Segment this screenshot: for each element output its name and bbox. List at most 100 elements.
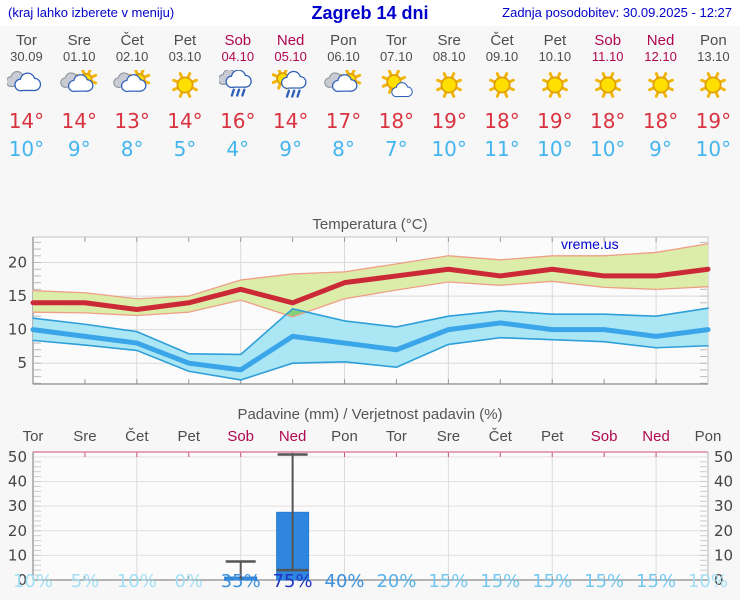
day-low-temp: 11°	[484, 137, 520, 161]
svg-text:50: 50	[8, 448, 27, 466]
day-high-temp: 19°	[431, 109, 467, 133]
svg-text:0: 0	[714, 571, 724, 589]
day-high-temp: 14°	[167, 109, 203, 133]
partly-cloudy-icon	[106, 68, 159, 106]
precip-probability: 15%	[532, 571, 573, 592]
precip-probability: 5%	[70, 571, 100, 592]
day-date: 05.10	[274, 49, 307, 64]
precip-probability: 15%	[480, 571, 521, 592]
day-column-čet-09.10[interactable]: Čet 09.10 18° 11°	[476, 30, 529, 178]
day-name: Sob	[594, 32, 622, 49]
day-date: 08.10	[432, 49, 466, 64]
day-high-temp: 18°	[642, 109, 679, 133]
day-low-temp: 7°	[384, 137, 408, 161]
svg-text:0: 0	[17, 571, 27, 589]
day-date: 01.10	[62, 49, 96, 64]
svg-text:10: 10	[8, 321, 27, 339]
svg-text:10: 10	[714, 546, 733, 564]
sunny-icon	[476, 70, 529, 106]
day-column-sob-04.10[interactable]: Sob 04.10 16° 4°	[211, 30, 264, 178]
day-name: Tor	[16, 32, 37, 49]
sun-rain-icon	[264, 67, 317, 106]
precip-day-label: Čet	[125, 428, 149, 445]
day-column-pet-10.10[interactable]: Pet 10.10 19° 10°	[528, 30, 581, 178]
day-low-temp: 8°	[120, 137, 144, 161]
day-low-temp: 10°	[589, 137, 626, 161]
day-name: Čet	[490, 32, 514, 49]
day-column-tor-07.10[interactable]: Tor 07.10 18° 7°	[370, 30, 423, 178]
day-low-temp: 9°	[649, 137, 672, 161]
day-high-temp: 14°	[272, 109, 309, 133]
day-low-temp: 8°	[332, 137, 355, 161]
svg-text:20: 20	[8, 522, 27, 540]
day-column-pon-13.10[interactable]: Pon 13.10 19° 10°	[687, 30, 740, 178]
day-low-temp: 10°	[695, 137, 732, 161]
day-name: Ned	[646, 32, 675, 49]
day-column-ned-05.10[interactable]: Ned 05.10 14° 9°	[264, 30, 317, 178]
sunny-icon	[581, 70, 634, 106]
day-name: Pet	[543, 32, 567, 49]
precip-day-label: Sre	[73, 428, 97, 445]
day-date: 06.10	[327, 49, 360, 64]
day-column-ned-12.10[interactable]: Ned 12.10 18° 9°	[634, 30, 687, 178]
day-high-temp: 14°	[8, 109, 45, 133]
svg-text:50: 50	[714, 448, 733, 466]
sunny-icon	[634, 70, 687, 106]
svg-text:15: 15	[8, 287, 27, 305]
day-name: Pon	[700, 32, 727, 49]
day-name: Pon	[330, 32, 357, 49]
svg-text:30: 30	[714, 497, 733, 515]
day-high-temp: 13°	[114, 109, 150, 133]
day-date: 11.10	[591, 49, 624, 64]
precip-probability: 0%	[174, 571, 204, 592]
day-column-sre-08.10[interactable]: Sre 08.10 19° 10°	[423, 30, 476, 178]
precip-day-label: Ned	[278, 428, 307, 445]
precip-probability: 15%	[428, 571, 469, 592]
precip-day-label: Pet	[177, 428, 201, 445]
day-name: Sre	[67, 32, 91, 49]
precip-day-label: Sob	[590, 428, 618, 445]
day-name: Ned	[276, 32, 305, 49]
day-low-temp: 10°	[8, 137, 45, 161]
page-header: (kraj lahko izberete v meniju) Zagreb 14…	[0, 0, 740, 26]
day-high-temp: 19°	[537, 109, 573, 133]
precip-day-label: Pon	[694, 428, 722, 445]
sunny-icon	[423, 70, 476, 106]
precip-probability: 10%	[12, 571, 53, 592]
day-column-sob-11.10[interactable]: Sob 11.10 18° 10°	[581, 30, 634, 178]
day-high-temp: 16°	[220, 109, 256, 133]
precip-probability: 75%	[272, 571, 313, 592]
location-menu-note: (kraj lahko izberete v meniju)	[8, 5, 175, 20]
day-column-tor-30.09[interactable]: Tor 30.09 14° 10°	[0, 30, 53, 178]
mostly-sunny-icon	[370, 69, 423, 106]
day-name: Pet	[173, 32, 197, 49]
day-high-temp: 18°	[589, 109, 626, 133]
partly-cloudy-icon	[317, 68, 370, 106]
day-column-sre-01.10[interactable]: Sre 01.10 14° 9°	[53, 30, 106, 178]
watermark-link[interactable]: vreme.us	[561, 236, 619, 252]
precip-day-label: Tor	[386, 428, 407, 445]
day-low-temp: 9°	[279, 137, 302, 161]
precip-probability: 15%	[584, 571, 625, 592]
svg-text:20: 20	[714, 522, 733, 540]
precip-day-label: Pon	[331, 428, 358, 445]
page-title: Zagreb 14 dni	[311, 3, 429, 23]
day-date: 07.10	[380, 49, 413, 64]
precipitation-chart: 0 0 10 10 20 20 30 30 40 40 50 50	[8, 448, 733, 589]
precip-day-label: Tor	[22, 428, 44, 445]
day-column-čet-02.10[interactable]: Čet 02.10 13° 8°	[106, 30, 159, 178]
precip-probability: 35%	[220, 571, 261, 592]
day-date: 03.10	[168, 49, 202, 64]
day-column-pet-03.10[interactable]: Pet 03.10 14° 5°	[159, 30, 212, 178]
svg-text:40: 40	[8, 473, 27, 491]
precipitation-chart-title: Padavine (mm) / Verjetnost padavin (%)	[237, 406, 503, 423]
precip-day-label: Čet	[488, 428, 512, 445]
last-updated-text: Zadnja posodobitev: 30.09.2025 - 12:27	[502, 5, 732, 20]
day-column-pon-06.10[interactable]: Pon 06.10 17° 8°	[317, 30, 370, 178]
partly-cloudy-icon	[53, 68, 106, 106]
day-date: 09.10	[485, 49, 519, 64]
rain-icon	[211, 68, 264, 106]
day-high-temp: 17°	[325, 109, 362, 133]
svg-text:20: 20	[8, 254, 27, 272]
